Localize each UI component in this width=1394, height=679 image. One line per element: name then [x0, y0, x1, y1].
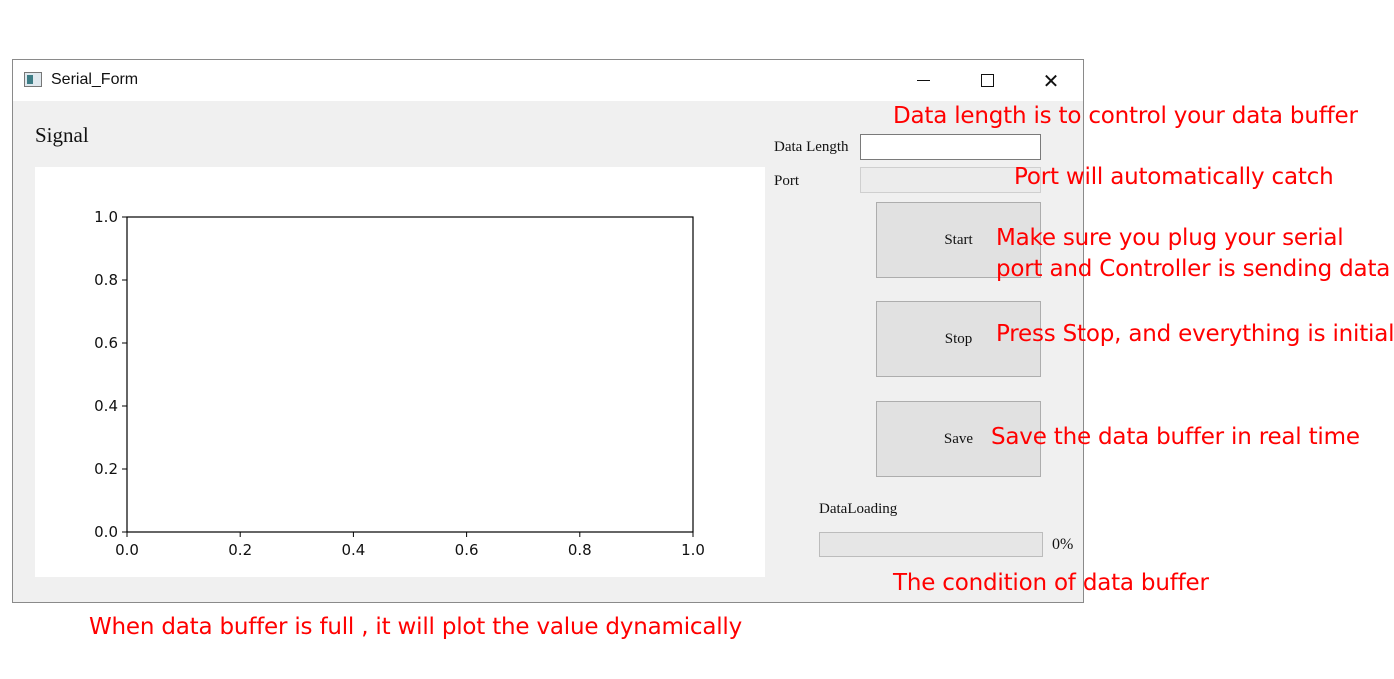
serial-form-window: Serial_Form ✕ Signal 0.0 0.2 0.4 0.6 0.8 1.0 0… — [12, 59, 1084, 603]
y-tick-label: 0.2 — [94, 460, 118, 478]
data-loading-label: DataLoading — [819, 501, 898, 517]
close-icon: ✕ — [1042, 68, 1060, 93]
title-bar[interactable]: Serial_Form ✕ — [13, 60, 1083, 101]
save-button[interactable]: Save — [876, 401, 1041, 477]
start-button[interactable]: Start — [876, 202, 1041, 278]
x-tick-label: 0.8 — [568, 541, 592, 559]
x-tick-label: 0.0 — [115, 541, 139, 559]
data-length-input[interactable] — [860, 134, 1041, 160]
maximize-icon — [980, 74, 994, 87]
annotation-start-line1: Make sure you plug your serial — [996, 225, 1344, 251]
y-tick-label: 0.4 — [94, 397, 118, 415]
x-tick-label: 0.6 — [455, 541, 479, 559]
stop-button[interactable]: Stop — [876, 301, 1041, 377]
plot-frame — [126, 216, 694, 533]
port-label: Port — [774, 173, 800, 189]
y-tick-label: 0.8 — [94, 271, 118, 289]
signal-chart: 0.0 0.2 0.4 0.6 0.8 1.0 0.0 0.2 0.4 0.6 0.8 1.0 — [94, 208, 705, 559]
annotation-progress: The condition of data buffer — [893, 570, 1209, 596]
progress-percent: 0% — [1052, 536, 1074, 553]
y-tick-label: 1.0 — [94, 208, 118, 226]
x-tick-label: 0.4 — [341, 541, 365, 559]
x-tick-label: 1.0 — [681, 541, 705, 559]
maximize-button[interactable] — [955, 60, 1019, 101]
y-tick-label: 0.6 — [94, 334, 118, 352]
annotation-stop: Press Stop, and everything is initial — [996, 321, 1394, 347]
minimize-icon — [916, 80, 930, 81]
data-loading-progress-bar — [819, 532, 1043, 557]
x-tick-label: 0.2 — [228, 541, 252, 559]
close-button[interactable]: ✕ — [1019, 60, 1083, 101]
plot-area: 0.0 0.2 0.4 0.6 0.8 1.0 0.0 0.2 0.4 0.6 0.8 1.0 — [35, 167, 765, 577]
y-tick-label: 0.0 — [94, 523, 118, 541]
window-title: Serial_Form — [51, 71, 139, 88]
port-field[interactable] — [860, 167, 1041, 193]
annotation-data-length: Data length is to control your data buff… — [893, 103, 1358, 129]
data-length-label: Data Length — [774, 139, 849, 155]
app-window-icon — [24, 72, 42, 87]
minimize-button[interactable] — [891, 60, 955, 101]
annotation-start-line2: port and Controller is sending data — [996, 256, 1391, 282]
signal-heading: Signal — [35, 123, 89, 147]
annotation-port: Port will automatically catch — [1014, 164, 1334, 190]
annotation-plot: When data buffer is full , it will plot … — [89, 614, 743, 640]
annotation-save: Save the data buffer in real time — [991, 424, 1360, 450]
